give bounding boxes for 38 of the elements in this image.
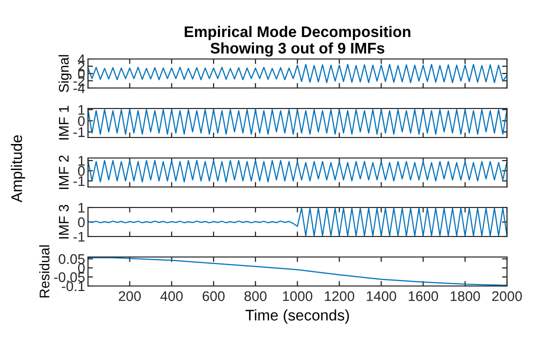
y-tick-label: 0 bbox=[78, 217, 85, 228]
y-axis-title: IMF 1 bbox=[59, 106, 69, 140]
y-tick-label: 1 bbox=[78, 156, 85, 166]
line-series bbox=[88, 257, 507, 286]
line-series bbox=[88, 160, 507, 182]
line-series bbox=[88, 64, 507, 84]
y-tick-label: -0.1 bbox=[62, 281, 85, 292]
y-axis-title: Signal bbox=[58, 55, 72, 92]
y-axis-title: IMF 2 bbox=[58, 155, 69, 189]
line-series bbox=[88, 109, 507, 135]
y-axis-title: IMF 3 bbox=[58, 204, 69, 238]
chart-title: Empirical Mode Decomposition Showing 3 out of 9 IMFs bbox=[184, 26, 410, 57]
y-tick-label: 1 bbox=[78, 202, 85, 213]
x-tick-label: 400 bbox=[160, 291, 183, 302]
x-tick-label: 800 bbox=[244, 291, 267, 302]
y-tick-label: -4 bbox=[73, 83, 85, 94]
y-tick-label: 0 bbox=[78, 116, 85, 126]
y-axis-title: Residual bbox=[39, 245, 50, 298]
y-tick-label: 0 bbox=[78, 166, 85, 176]
x-tick-label: 200 bbox=[118, 291, 141, 302]
text: Amplitude bbox=[10, 135, 26, 202]
y-tick-label: 0.05 bbox=[58, 254, 85, 264]
y-tick-label: -1 bbox=[73, 176, 85, 186]
x-tick-label: 600 bbox=[202, 291, 225, 302]
x-axis-title: Time (seconds) bbox=[245, 309, 349, 324]
x-tick-label: 1200 bbox=[324, 291, 354, 302]
line-series bbox=[88, 208, 507, 236]
y-tick-label: 1 bbox=[78, 105, 85, 115]
y-tick-label: -1 bbox=[73, 232, 85, 242]
x-tick-label: 1000 bbox=[283, 291, 312, 302]
y-tick-label: -1 bbox=[73, 127, 85, 137]
x-tick-label: 2000 bbox=[492, 291, 522, 302]
x-tick-label: 1400 bbox=[366, 291, 396, 302]
y-tick-label: 4 bbox=[78, 54, 85, 64]
y-tick-label: -0.05 bbox=[54, 272, 85, 282]
x-tick-label: 1800 bbox=[450, 291, 480, 302]
x-tick-label: 1600 bbox=[408, 291, 438, 302]
y-tick-label: 0 bbox=[78, 263, 85, 274]
